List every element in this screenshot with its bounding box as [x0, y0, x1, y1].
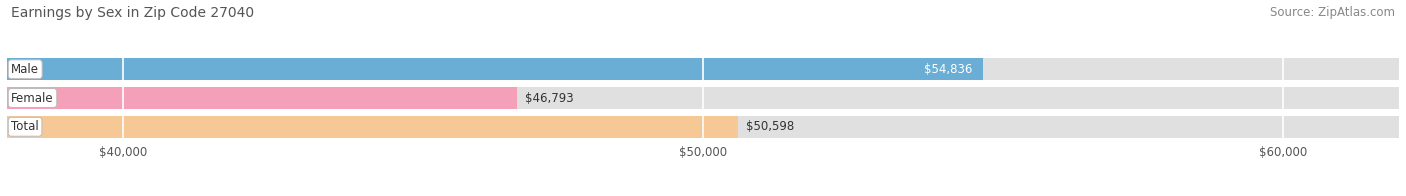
Text: Earnings by Sex in Zip Code 27040: Earnings by Sex in Zip Code 27040	[11, 6, 254, 20]
Text: $54,836: $54,836	[924, 63, 973, 76]
Text: $50,598: $50,598	[747, 120, 794, 133]
Bar	[7, 87, 1399, 109]
Bar	[7, 87, 517, 109]
Text: Male: Male	[11, 63, 39, 76]
Bar	[7, 58, 983, 80]
Bar	[7, 116, 738, 138]
Text: $46,793: $46,793	[526, 92, 574, 104]
Bar	[7, 58, 1399, 80]
Bar	[7, 116, 1399, 138]
Text: Source: ZipAtlas.com: Source: ZipAtlas.com	[1270, 6, 1395, 19]
Text: Total: Total	[11, 120, 39, 133]
Text: Female: Female	[11, 92, 53, 104]
